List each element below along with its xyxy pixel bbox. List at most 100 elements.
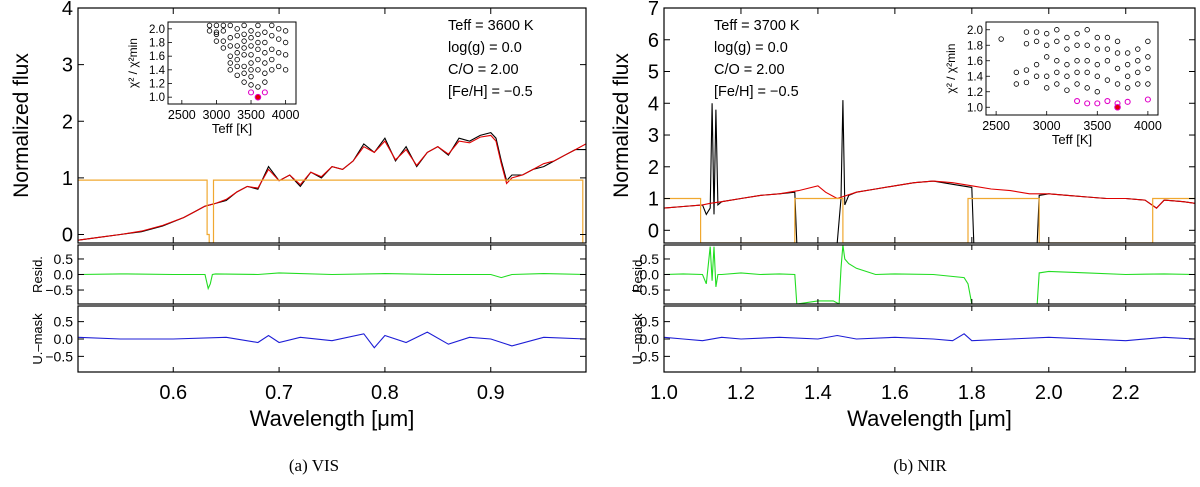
nir-xtick-label: 2.0 [1035, 382, 1063, 404]
nir-inset-point-best-region [1104, 98, 1111, 105]
nir-main-ytick-label: 6 [648, 30, 659, 52]
vis-inset-point [241, 79, 247, 85]
vis-annotation: C/O = 2.00 [448, 62, 519, 78]
nir-inset-ytick-label: 1.4 [967, 71, 984, 83]
vis-inset-point [213, 22, 220, 29]
nir-inset-point-best-region [1124, 98, 1131, 105]
vis-inset-xtick-label: 3000 [203, 108, 231, 122]
nir-figure-panel: 0 1 2 3 4 5 6 7 Normalized flux Teff = 3700 K log(… [610, 0, 1196, 475]
vis-inset-point [220, 28, 227, 34]
vis-inset-xtick-label: 2500 [168, 108, 196, 122]
nir-inset-point [1104, 34, 1111, 41]
vis-xtick-label: 0.9 [477, 382, 505, 404]
nir-main-ytick-label: 0 [648, 220, 659, 242]
nir-inset-point [1064, 73, 1070, 79]
nir-resid-series [664, 245, 1195, 304]
vis-inset-point [255, 39, 261, 46]
vis-inset-point [248, 73, 254, 80]
nir-inset-point [1023, 79, 1030, 86]
vis-xtick-label: 0.8 [371, 382, 399, 404]
vis-caption: (a) VIS [289, 456, 339, 475]
nir-inset-ytick-label: 1.6 [967, 56, 983, 68]
nir-xtick-label: 2.2 [1112, 382, 1140, 404]
vis-inset-point [234, 63, 240, 70]
nir-inset-point [1054, 38, 1060, 45]
nir-resid-ytick-label: 0.5 [640, 251, 660, 267]
vis-inset-point [213, 31, 220, 37]
nir-inset-ytick-label: 1.8 [967, 40, 983, 52]
vis-inset-point [227, 22, 233, 29]
nir-inset-point [1054, 81, 1060, 87]
vis-inset-point [234, 72, 240, 78]
nir-main-ytick-label: 1 [648, 189, 659, 211]
vis-inset-point [227, 60, 233, 66]
nir-inset-point [1074, 58, 1080, 64]
nir-inset-point [1033, 73, 1040, 79]
nir-main-ytick-label: 4 [648, 93, 659, 115]
vis-main-ytick-label: 3 [62, 55, 73, 77]
vis-inset-ytick-label: 1.2 [149, 79, 165, 91]
vis-main-ytick-label: 1 [62, 168, 73, 190]
nir-inset-point [1124, 50, 1131, 56]
vis-inset-point [213, 38, 220, 44]
vis-inset-point [248, 35, 254, 41]
nir-inset-point [1023, 67, 1030, 73]
vis-series-model [78, 134, 586, 241]
vis-inset-point-best [254, 93, 262, 101]
vis-annotation: log(g) = 0.0 [448, 40, 522, 56]
vis-xtick-label: 0.7 [265, 382, 293, 404]
nir-annotation: Teff = 3700 K [714, 18, 800, 34]
nir-inset-point [1114, 38, 1121, 45]
vis-resid-ytick-label: −0.5 [45, 282, 73, 298]
vis-inset-point [262, 39, 268, 46]
vis-inset-point [276, 26, 282, 32]
nir-inset-point [1033, 29, 1040, 35]
vis-inset-point [220, 38, 227, 44]
nir-inset-point [1124, 61, 1131, 68]
vis-inset-point [262, 60, 268, 66]
nir-inset-point [1064, 34, 1070, 41]
vis-resid-series [78, 272, 586, 291]
vis-inset-point [227, 67, 233, 73]
nir-inset-point [1114, 50, 1121, 56]
vis-inset-point [241, 31, 247, 37]
vis-inset-point [206, 28, 213, 34]
nir-inset-point [1145, 65, 1151, 72]
vis-inset-ytick-label: 1.8 [149, 38, 165, 50]
vis-inset-point [262, 79, 268, 85]
vis-inset-point [227, 43, 233, 49]
vis-inset-point [255, 56, 261, 63]
nir-inset-point [1023, 41, 1030, 47]
nir-inset-xtick-label: 2500 [982, 119, 1010, 133]
vis-inset-point [276, 36, 282, 42]
vis-main-ylabel: Normalized flux [10, 53, 33, 198]
nir-caption: (b) NIR [893, 456, 947, 475]
nir-xtick-label: 1.0 [650, 382, 678, 404]
vis-inset-point [234, 26, 240, 32]
nir-resid-ytick-label: −0.5 [631, 282, 659, 298]
nir-series-observed [664, 100, 1195, 243]
nir-series-mask [664, 197, 1195, 243]
vis-inset-point [227, 35, 233, 41]
vis-inset-point [255, 84, 261, 90]
nir-inset-xtick-label: 3000 [1033, 119, 1061, 133]
vis-inset-point [255, 31, 261, 37]
nir-inset-frame [985, 21, 1159, 116]
nir-inset-xtick-label: 3500 [1083, 119, 1111, 133]
vis-inset-point-best-region [247, 89, 255, 96]
nir-inset-point [1074, 42, 1080, 48]
nir-inset-point [998, 36, 1004, 42]
vis-inset-point [282, 52, 289, 58]
nir-xtick-label: 1.4 [804, 382, 832, 404]
nir-inset-point [1084, 69, 1090, 76]
nir-inset-point [1114, 65, 1121, 72]
vis-inset-point [241, 52, 247, 58]
nir-xlabel: Wavelength [μm] [847, 406, 1012, 431]
vis-unmask-series [78, 331, 586, 349]
nir-annotation: log(g) = 0.0 [714, 40, 788, 56]
nir-inset-point [1124, 85, 1131, 91]
vis-unmask-ytick-label: −0.5 [45, 348, 73, 364]
nir-inset-point [1145, 54, 1151, 60]
nir-inset-xlabel: Teff [K] [1052, 132, 1092, 147]
